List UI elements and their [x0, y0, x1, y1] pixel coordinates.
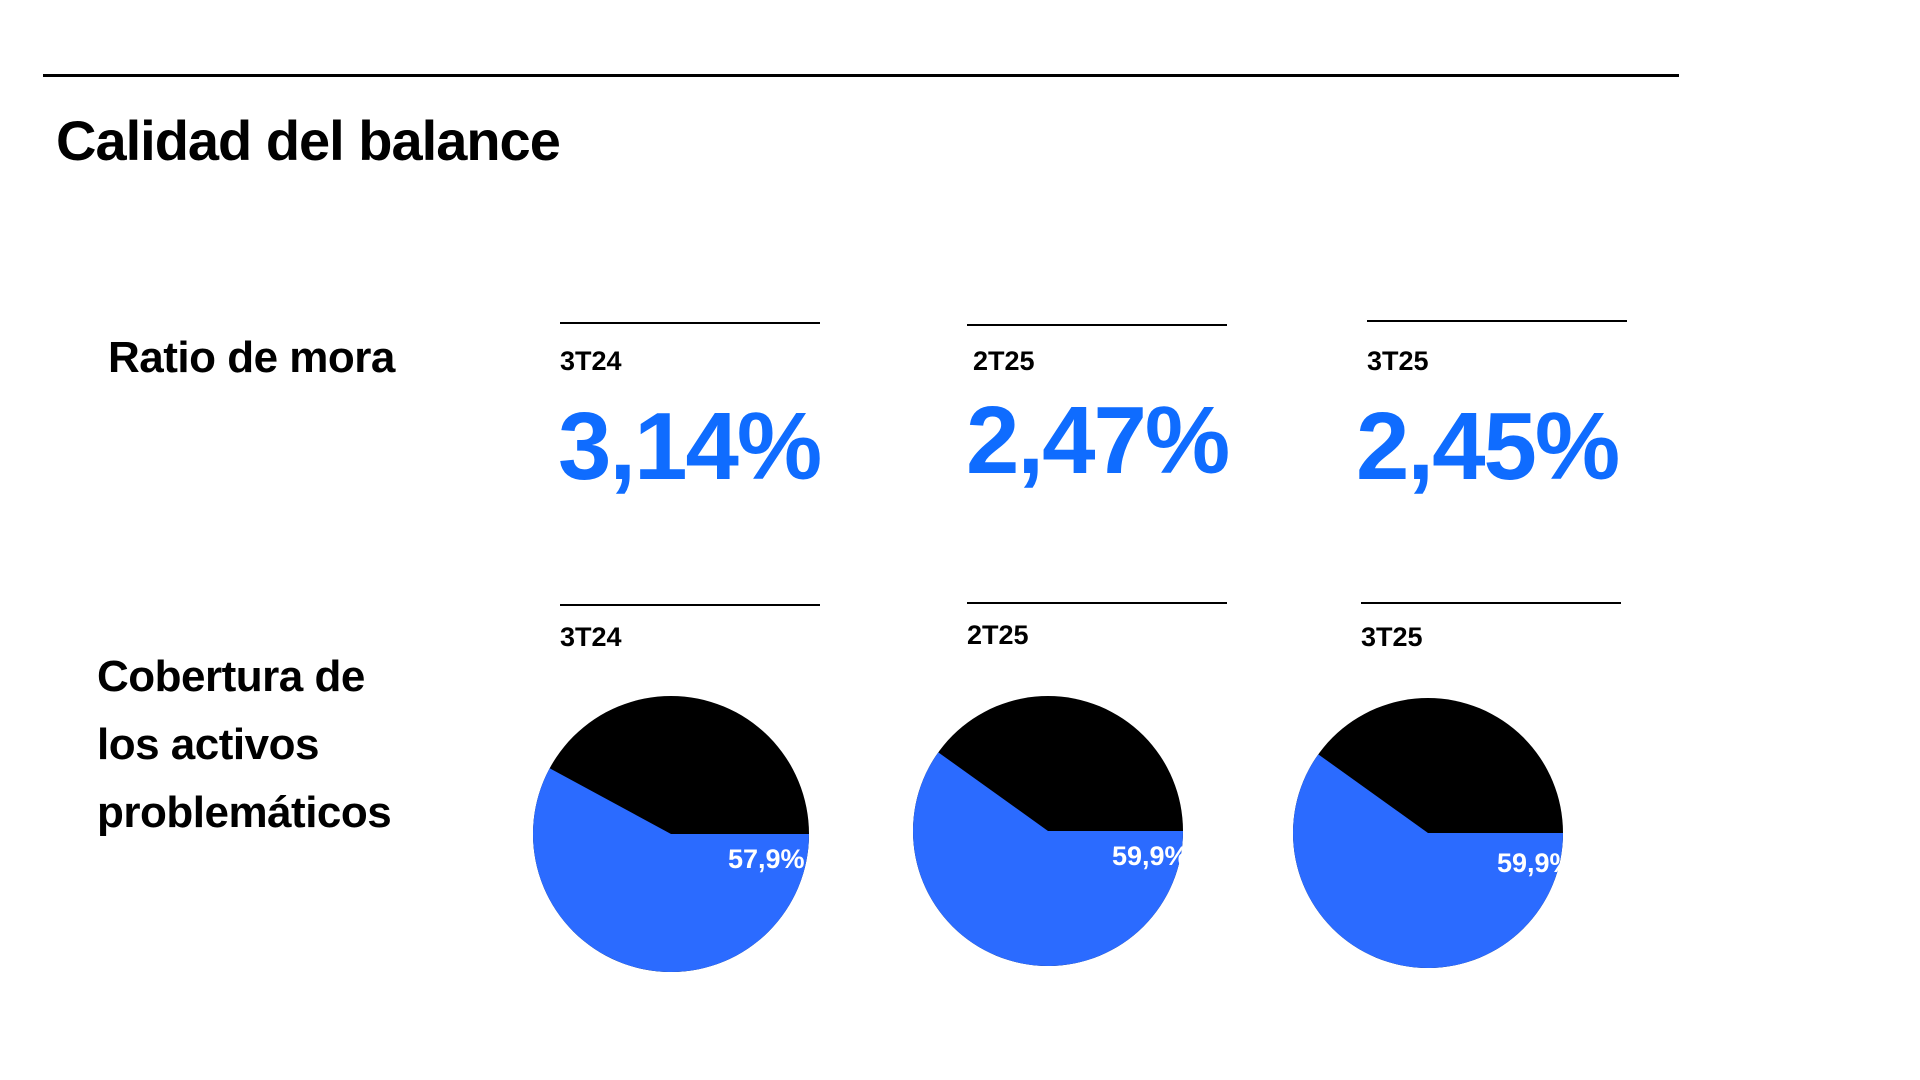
column-divider	[967, 602, 1227, 604]
pie-data-label: 57,9%	[728, 844, 805, 874]
ratio-value: 2,45%	[1356, 393, 1620, 500]
page-title: Calidad del balance	[56, 109, 561, 172]
cobertura-label-line: los activos	[97, 720, 319, 769]
cobertura-label-line: problemáticos	[97, 788, 392, 837]
column-divider	[560, 604, 820, 606]
ratio-value: 3,14%	[558, 393, 822, 500]
cobertura-label-line: Cobertura de	[97, 652, 365, 701]
period-label: 3T25	[1367, 346, 1429, 376]
pie-data-label: 59,9%	[1497, 848, 1574, 878]
column-divider	[967, 324, 1227, 326]
pie-slice-coverage	[533, 768, 809, 973]
period-label: 2T25	[967, 620, 1029, 650]
pie-slice-coverage	[1293, 754, 1563, 968]
period-label: 3T24	[560, 622, 622, 652]
period-label: 2T25	[973, 346, 1035, 376]
pie-slice-coverage	[912, 752, 1183, 967]
column-divider	[1367, 320, 1627, 322]
column-divider	[1361, 602, 1621, 604]
ratio-de-mora-label: Ratio de mora	[108, 333, 395, 382]
top-divider	[43, 74, 1679, 77]
pie-data-label: 59,9%	[1112, 841, 1189, 871]
cobertura-label: Cobertura de los activos problemáticos	[97, 643, 392, 847]
column-divider	[560, 322, 820, 324]
ratio-value: 2,47%	[966, 387, 1230, 494]
period-label: 3T24	[560, 346, 622, 376]
period-label: 3T25	[1361, 622, 1423, 652]
